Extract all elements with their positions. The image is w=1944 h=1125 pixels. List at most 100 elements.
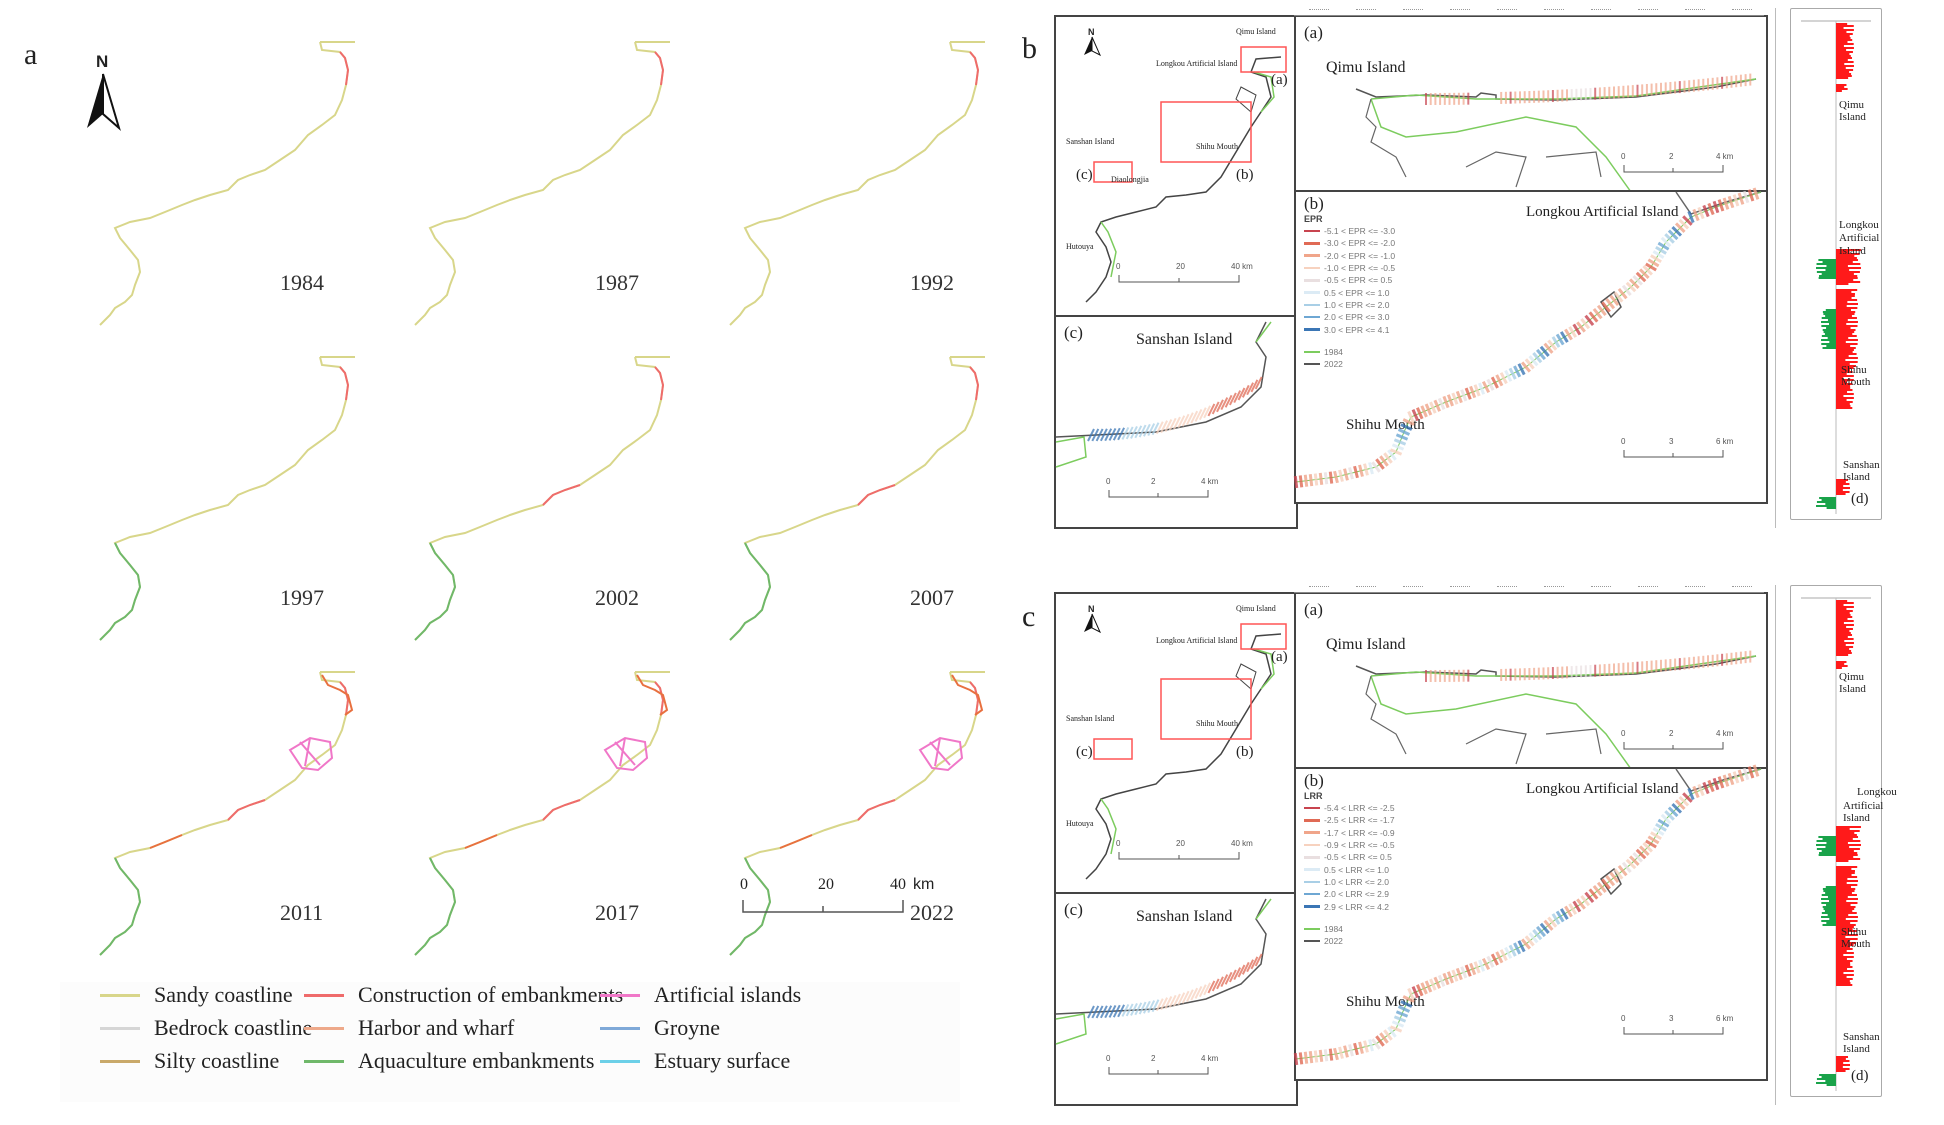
inset-box-b[interactable]: [1160, 678, 1252, 740]
transect: [1617, 865, 1628, 877]
inset-box-c[interactable]: [1093, 161, 1133, 183]
legend-label: -0.9 < LRR <= -0.5: [1324, 840, 1395, 851]
legend-label: 0.5 < LRR <= 1.0: [1324, 864, 1389, 875]
coastline-1984: [1055, 898, 1272, 1045]
transect: [1499, 949, 1508, 962]
profile-bar: [1836, 1056, 1849, 1058]
profile-bar: [1836, 257, 1857, 259]
transect: [1308, 473, 1314, 487]
transect: [1138, 1001, 1147, 1015]
coastline-1984: [1055, 321, 1272, 468]
profile-bar: [1836, 69, 1854, 71]
transect: [1655, 245, 1667, 255]
profile-bar: [1836, 944, 1854, 946]
legend-label: -2.0 < EPR <= -1.0: [1324, 250, 1396, 261]
scale-tick: 4 km: [1716, 152, 1734, 161]
transect: [1674, 222, 1686, 234]
profile-bar: [1822, 261, 1836, 263]
profile-bar: [1836, 367, 1854, 369]
subpanel-label-b: (b): [1304, 771, 1324, 790]
legend-item: Construction of embankments: [304, 982, 623, 1008]
transect: [1481, 380, 1491, 394]
inset-box-a[interactable]: [1240, 46, 1287, 73]
transect: [1667, 229, 1679, 241]
legend-item: 1984: [1304, 923, 1395, 935]
profile-bar: [1836, 281, 1861, 283]
profile-bar: [1836, 900, 1847, 902]
transect: [1632, 275, 1643, 286]
transect: [1513, 365, 1522, 378]
transect: [1371, 1038, 1381, 1050]
transect: [1572, 900, 1582, 913]
legend-swatch: [1304, 856, 1320, 859]
scale-tick: 20: [1176, 262, 1185, 271]
legend-swatch: [100, 993, 140, 997]
harbor-structures: [1365, 675, 1602, 765]
profile-bar: [1836, 295, 1855, 297]
inset-box-b[interactable]: [1160, 101, 1252, 163]
transect: [1407, 987, 1415, 1001]
profile-bar: [1836, 926, 1854, 928]
coastline-map-2017: 2017: [405, 670, 705, 970]
transect: [1671, 225, 1683, 237]
coastline-2022: [1355, 655, 1757, 678]
transect: [1237, 964, 1246, 978]
scale-tick: 6 km: [1716, 1014, 1734, 1023]
profile-bar: [1836, 914, 1849, 916]
legend-item: 1984: [1304, 346, 1395, 358]
profile-bar: [1836, 75, 1852, 77]
transect: [1588, 888, 1599, 900]
profile-bar: [1836, 489, 1843, 491]
legend-swatch: [1304, 242, 1320, 245]
coastline-svg: [729, 356, 985, 641]
profile-bar: [1827, 337, 1836, 339]
profile-bar: [1836, 279, 1854, 281]
coastline-svg: [99, 671, 355, 956]
transect: [1547, 339, 1558, 351]
place-sanshan-island: Sanshan Island: [1066, 714, 1115, 723]
transect: [1121, 426, 1130, 440]
structure-outline: [1599, 290, 1622, 319]
legend-swatch: [1304, 229, 1320, 233]
legend-label: -3.0 < EPR <= -2.0: [1324, 238, 1396, 249]
legend-swatch: [1304, 905, 1320, 908]
legend-item: -0.9 < LRR <= -0.5: [1304, 839, 1395, 851]
transect: [1363, 463, 1369, 476]
profile-bar: [1816, 263, 1836, 265]
transect: [1692, 208, 1700, 222]
profile-bar: [1821, 850, 1836, 852]
profile-bar: [1836, 850, 1854, 852]
north-arrow-icon: [1084, 36, 1102, 57]
profile-bar: [1836, 405, 1851, 407]
transect: [1241, 384, 1250, 398]
profile-bar: [1826, 327, 1836, 329]
coastline-map-1987: 1987: [405, 40, 705, 340]
coastline-2022: [1355, 78, 1757, 101]
scale-bar-line: [1118, 275, 1240, 283]
profile-place-label: Sanshan Island: [1843, 1031, 1880, 1055]
transect: [1368, 1039, 1374, 1052]
transect: [1580, 895, 1591, 907]
profile-bar: [1822, 924, 1836, 926]
inset-box-a[interactable]: [1240, 623, 1287, 650]
profile-bar: [1836, 880, 1858, 882]
profile-bar: [1828, 323, 1836, 325]
transect: [1678, 795, 1690, 807]
transect: [1134, 425, 1143, 439]
transect: [1411, 986, 1420, 999]
profile-bar: [1836, 61, 1854, 63]
transect: [1216, 399, 1224, 413]
profile-bar: [1819, 852, 1836, 854]
overview-map: N Qimu Island Longkou Artificial Island San…: [1054, 592, 1298, 896]
transect: [1143, 1000, 1151, 1014]
transect: [1091, 428, 1100, 442]
profile-bar: [1836, 319, 1848, 321]
profile-bar: [1836, 297, 1852, 299]
transect: [1609, 871, 1620, 883]
coastline-map-2007: 2007: [720, 355, 1020, 655]
aquaculture-embankment: [414, 542, 457, 641]
legend-swatch: [304, 993, 344, 997]
inset-box-c[interactable]: [1093, 738, 1133, 760]
profile-bar: [1836, 329, 1856, 331]
profile-bar: [1818, 836, 1836, 838]
